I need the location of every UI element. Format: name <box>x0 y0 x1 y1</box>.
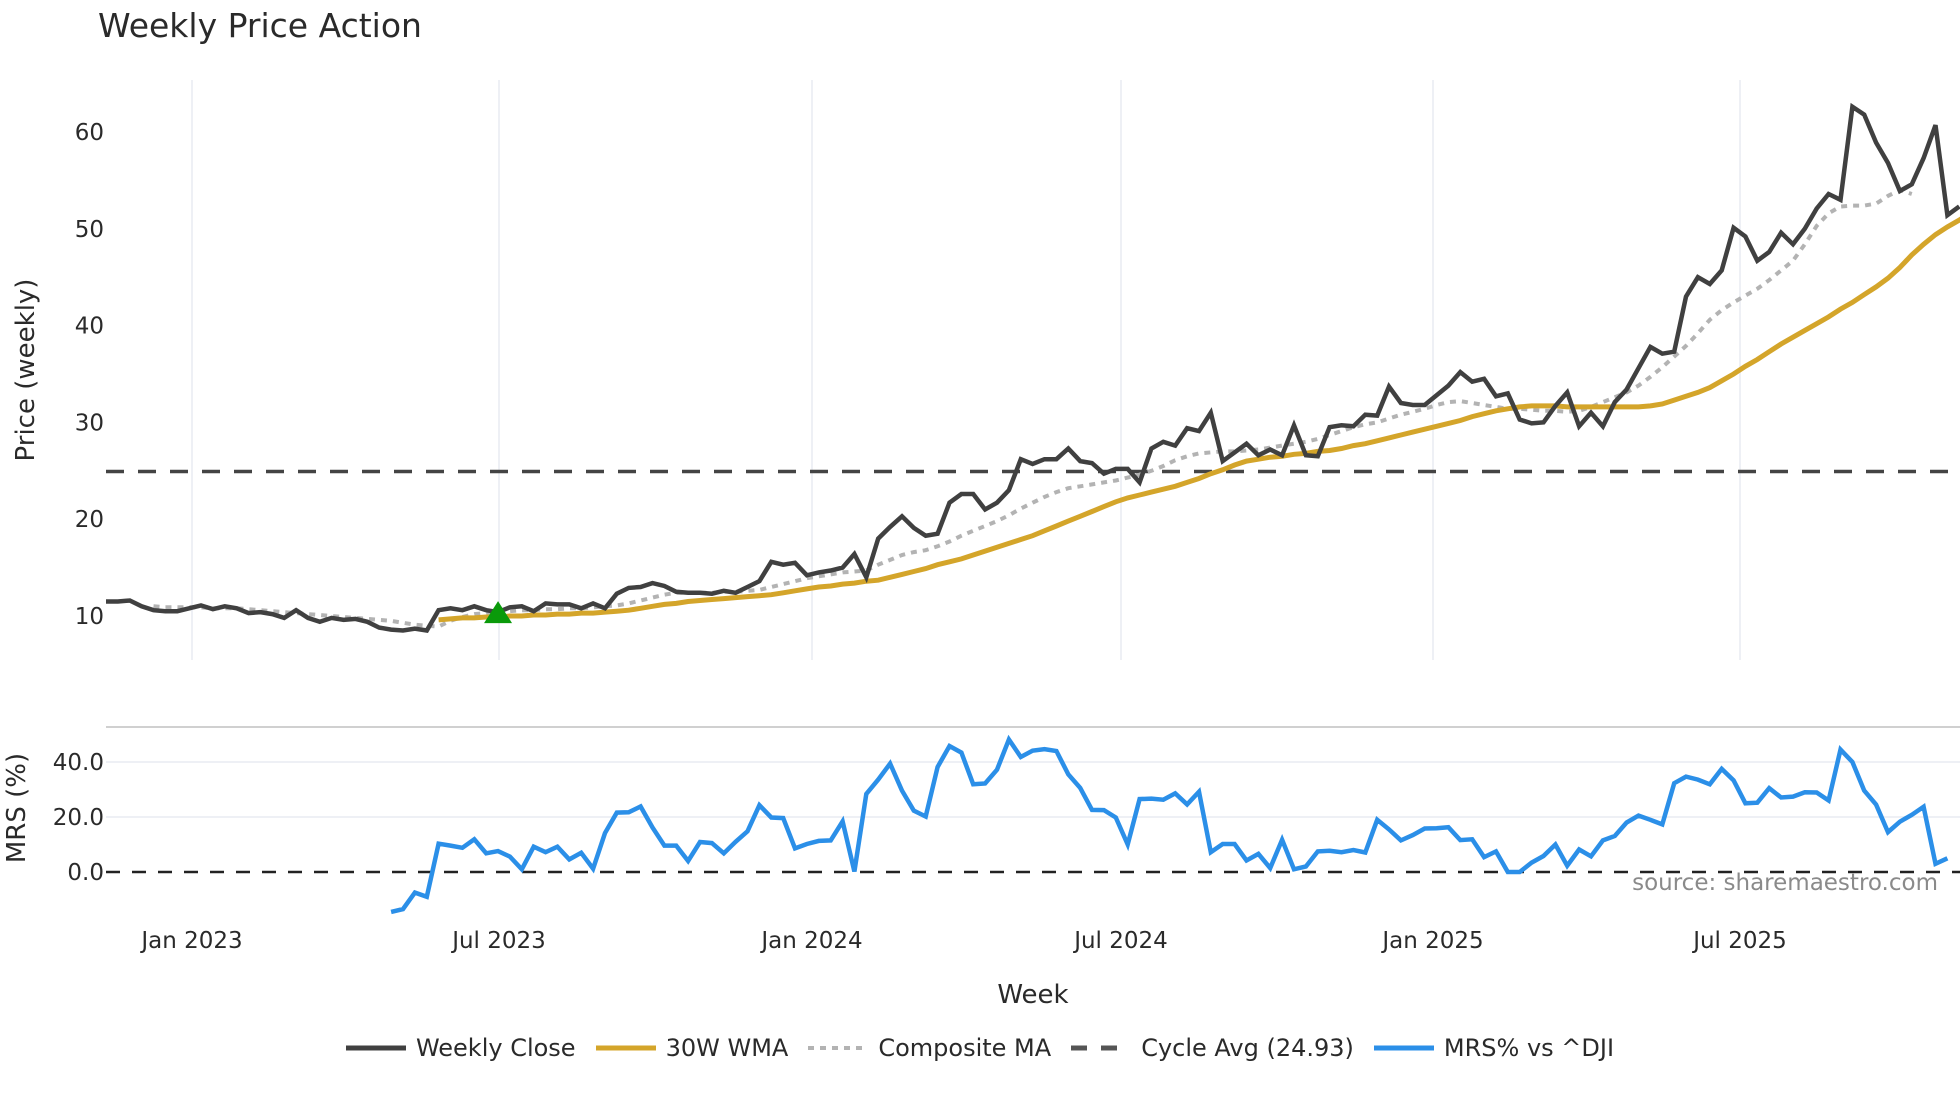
x-tick: Jan 2024 <box>759 928 862 954</box>
x-tick: Jan 2023 <box>139 928 242 954</box>
price-y-axis: 10 20 30 40 50 60 <box>75 120 104 630</box>
legend-item[interactable]: Weekly Close <box>345 1034 576 1062</box>
price-y-tick: 50 <box>75 217 104 243</box>
legend-label: Composite MA <box>878 1034 1052 1062</box>
legend-item[interactable]: Composite MA <box>808 1034 1051 1062</box>
legend-label: Weekly Close <box>415 1034 576 1062</box>
legend-item[interactable]: MRS% vs ^DJI <box>1373 1034 1615 1062</box>
price-y-tick: 30 <box>75 410 104 436</box>
x-tick: Jan 2025 <box>1380 928 1483 954</box>
mrs-y-tick: 0.0 <box>67 860 104 886</box>
mrs-y-axis-title: MRS (%) <box>2 753 32 863</box>
price-y-axis-title: Price (weekly) <box>11 279 41 462</box>
legend-swatch-icon <box>1071 1045 1132 1051</box>
buy-signal-triangle-icon <box>484 601 513 624</box>
price-y-tick: 20 <box>75 507 104 533</box>
price-y-tick: 60 <box>75 120 104 146</box>
x-axis-title: Week <box>997 980 1068 1010</box>
legend-item[interactable]: Cycle Avg (24.93) <box>1071 1034 1354 1062</box>
legend-swatch-icon <box>1373 1045 1434 1051</box>
legend-label: MRS% vs ^DJI <box>1443 1034 1615 1062</box>
mrs-line <box>390 734 1949 915</box>
legend: Weekly Close 30W WMA Composite MA Cycle Avg… <box>0 1034 1960 1062</box>
mrs-y-tick: 40.0 <box>53 750 104 776</box>
mrs-plot <box>106 734 1960 915</box>
mrs-y-tick: 20.0 <box>53 805 104 831</box>
price-y-tick: 10 <box>75 604 104 630</box>
x-tick: Jul 2024 <box>1072 928 1168 954</box>
legend-label: Cycle Avg (24.93) <box>1141 1034 1354 1062</box>
legend-swatch-icon <box>345 1045 406 1051</box>
mrs-y-axis: 0.0 20.0 40.0 <box>53 750 104 886</box>
source-watermark: source: sharemaestro.com <box>1632 870 1938 896</box>
gridlines <box>106 80 1960 818</box>
x-tick: Jul 2025 <box>1691 928 1787 954</box>
chart-title: Weekly Price Action <box>98 6 422 45</box>
weekly-close-line <box>106 102 1960 633</box>
legend-label: 30W WMA <box>665 1034 789 1062</box>
price-plot <box>106 102 1960 633</box>
price-y-tick: 40 <box>75 314 104 340</box>
x-tick: Jul 2023 <box>450 928 546 954</box>
x-axis: Jan 2023 Jul 2023 Jan 2024 Jul 2024 Jan 2025… <box>139 928 1786 954</box>
legend-item[interactable]: 30W WMA <box>595 1034 789 1062</box>
legend-swatch-icon <box>595 1045 656 1051</box>
legend-swatch-icon <box>808 1046 869 1050</box>
wma-30w-line <box>438 216 1960 623</box>
